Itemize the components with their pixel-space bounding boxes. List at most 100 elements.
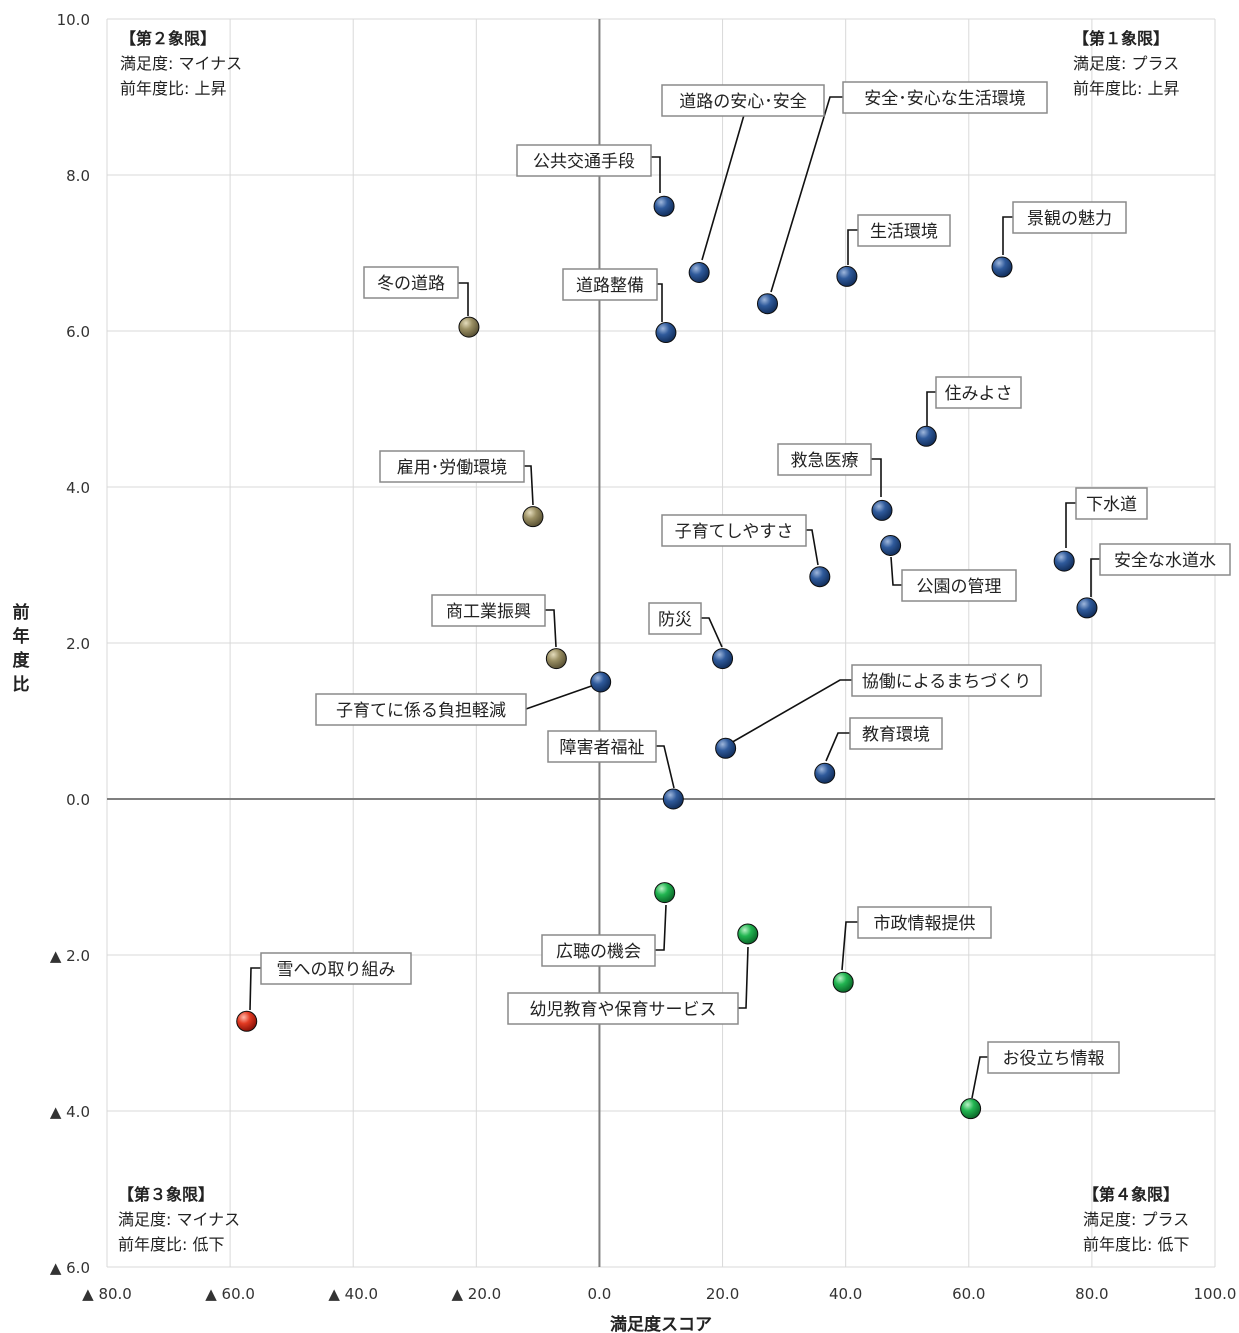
point-label-box [648,602,702,635]
point-label-box [851,664,1042,697]
x-tick-label: 80.0 [1075,1285,1108,1303]
quadrant-note-line: 満足度: マイナス [118,1210,240,1229]
scatter-point [1076,597,1098,619]
scatter-point [871,499,893,521]
point-label-box [363,266,459,299]
point-label-box [541,934,656,967]
y-tick-label: ▲ 2.0 [50,947,90,965]
leader-line [1090,558,1100,597]
point-label: 景観の魅力 [1027,209,1112,229]
leader-line [806,529,819,566]
scatter-point [960,1098,982,1120]
scatter-point [836,265,858,287]
leader-line [1002,216,1013,255]
leader-line [701,617,723,648]
point-label: 冬の道路 [377,274,445,294]
scatter-point [832,971,854,993]
point-label-box [901,569,1017,602]
quadrant-note-line: 前年度比: 上昇 [120,79,226,98]
y-tick-label: 4.0 [66,479,90,497]
x-tick-label: ▲ 80.0 [82,1285,132,1303]
point-label: 安全な水道水 [1114,551,1216,571]
data-points [236,195,1098,1120]
point-label: 協働によるまちづくり [862,672,1032,692]
quadrant-note-line: 前年度比: 低下 [118,1235,224,1254]
leader-line [770,96,843,293]
leader-line [841,921,858,971]
point-label-box [857,906,992,939]
point-label-box [849,717,943,750]
y-tick-label: 8.0 [66,167,90,185]
point-label-box [857,214,951,247]
point-label: 住みよさ [945,384,1013,404]
y-axis-title-char: 年 [13,626,30,647]
scatter-point [712,648,734,670]
quadrant-note-line: 満足度: マイナス [120,54,242,73]
quadrant-note-line: 満足度: プラス [1083,1210,1189,1229]
point-label: 商工業振興 [446,602,531,622]
point-label-box [379,450,525,483]
scatter-point [737,923,759,945]
point-label-box [507,992,739,1025]
leader-line [738,946,749,1009]
leader-line [701,114,745,261]
y-axis-title-char: 前 [13,602,30,623]
point-label: 子育てしやすさ [675,522,794,542]
y-tick-label: ▲ 4.0 [50,1103,90,1121]
x-axis-title: 満足度スコア [610,1314,712,1333]
point-label: 公園の管理 [917,577,1002,597]
axes [107,19,1215,1267]
point-label-box [562,268,658,301]
quadrant-note-line: 前年度比: 低下 [1083,1235,1189,1254]
x-tick-label: 60.0 [952,1285,985,1303]
leader-line [545,609,557,648]
point-label: 雇用･労働環境 [397,458,508,478]
leader-line [655,904,667,951]
y-axis-title-char: 度 [13,650,31,671]
leader-line [1065,502,1076,548]
x-tick-label: 40.0 [829,1285,862,1303]
scatter-point [590,671,612,693]
scatter-point [653,195,675,217]
quadrant-note-line: 【第１象限】 [1073,29,1169,48]
scatter-point [809,566,831,588]
scatter-point [662,788,684,810]
y-tick-label: 2.0 [66,635,90,653]
scatter-point [1053,550,1075,572]
point-label: 教育環境 [862,725,930,745]
scatter-point [522,506,544,528]
leader-line [926,391,936,426]
scatter-point [688,262,710,283]
point-label-box [1012,201,1127,234]
point-label-box [842,81,1048,114]
leader-lines [249,96,1100,1099]
point-label-box [547,730,657,763]
leader-line [728,679,852,745]
scatter-point [545,648,567,670]
point-label: 公共交通手段 [533,152,635,172]
x-tick-label: ▲ 60.0 [205,1285,255,1303]
point-label: 下水道 [1086,495,1137,515]
leader-line [525,682,601,710]
leader-line [657,283,663,322]
point-label: お役立ち情報 [1003,1049,1105,1069]
leader-line [871,458,882,497]
quadrant-note-line: 満足度: プラス [1073,54,1179,73]
y-tick-label: 10.0 [57,11,90,29]
scatter-point [756,293,778,315]
scatter-point [654,882,676,904]
leader-line [458,282,469,316]
leader-line [249,967,261,1011]
point-label-box [516,144,652,177]
x-tick-label: ▲ 40.0 [328,1285,378,1303]
point-label: 道路整備 [576,276,644,296]
tick-labels: ▲ 80.0 ▲ 60.0 ▲ 40.0 ▲ 20.0 0.0 20.0 40.0 60.0 8… [50,11,1237,1303]
quadrant-note-line: 【第２象限】 [120,29,216,48]
point-label-box [661,84,825,117]
quadrant-note-line: 【第３象限】 [118,1185,214,1204]
x-tick-label: ▲ 20.0 [451,1285,501,1303]
point-label: 広聴の機会 [556,942,641,962]
y-tick-label: ▲ 6.0 [50,1259,90,1277]
